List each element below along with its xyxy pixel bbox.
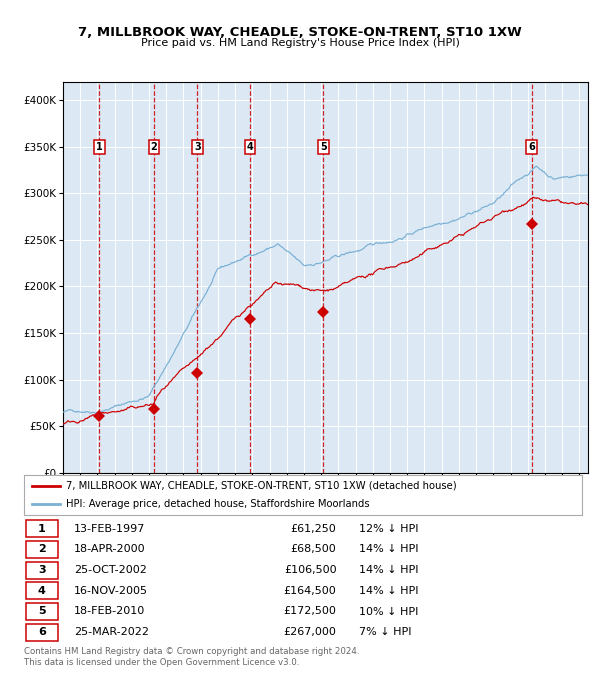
Text: £61,250: £61,250 [291, 524, 337, 534]
Text: 14% ↓ HPI: 14% ↓ HPI [359, 544, 418, 554]
Text: 12% ↓ HPI: 12% ↓ HPI [359, 524, 418, 534]
Text: 14% ↓ HPI: 14% ↓ HPI [359, 585, 418, 596]
Text: 10% ↓ HPI: 10% ↓ HPI [359, 607, 418, 617]
Text: 4: 4 [38, 585, 46, 596]
Text: 7% ↓ HPI: 7% ↓ HPI [359, 627, 412, 637]
Text: 1: 1 [38, 524, 46, 534]
Text: 6: 6 [38, 627, 46, 637]
Text: £106,500: £106,500 [284, 565, 337, 575]
FancyBboxPatch shape [26, 624, 58, 641]
FancyBboxPatch shape [26, 520, 58, 537]
Text: HPI: Average price, detached house, Staffordshire Moorlands: HPI: Average price, detached house, Staf… [66, 499, 370, 509]
Text: 18-APR-2000: 18-APR-2000 [74, 544, 146, 554]
Text: 7, MILLBROOK WAY, CHEADLE, STOKE-ON-TRENT, ST10 1XW: 7, MILLBROOK WAY, CHEADLE, STOKE-ON-TREN… [78, 26, 522, 39]
FancyBboxPatch shape [26, 562, 58, 579]
Text: 5: 5 [320, 141, 326, 152]
Text: 18-FEB-2010: 18-FEB-2010 [74, 607, 145, 617]
Text: £172,500: £172,500 [284, 607, 337, 617]
Text: 1: 1 [96, 141, 103, 152]
FancyBboxPatch shape [26, 603, 58, 620]
FancyBboxPatch shape [26, 541, 58, 558]
Text: 14% ↓ HPI: 14% ↓ HPI [359, 565, 418, 575]
Text: 5: 5 [38, 607, 46, 617]
Text: £267,000: £267,000 [284, 627, 337, 637]
Text: 2: 2 [151, 141, 157, 152]
Text: This data is licensed under the Open Government Licence v3.0.: This data is licensed under the Open Gov… [24, 658, 299, 666]
Text: 25-MAR-2022: 25-MAR-2022 [74, 627, 149, 637]
FancyBboxPatch shape [26, 582, 58, 599]
Text: £68,500: £68,500 [291, 544, 337, 554]
Text: 13-FEB-1997: 13-FEB-1997 [74, 524, 146, 534]
Text: 2: 2 [38, 544, 46, 554]
Text: 7, MILLBROOK WAY, CHEADLE, STOKE-ON-TRENT, ST10 1XW (detached house): 7, MILLBROOK WAY, CHEADLE, STOKE-ON-TREN… [66, 481, 457, 491]
Text: Contains HM Land Registry data © Crown copyright and database right 2024.: Contains HM Land Registry data © Crown c… [24, 647, 359, 656]
Text: 6: 6 [528, 141, 535, 152]
Text: 3: 3 [194, 141, 201, 152]
Text: 4: 4 [247, 141, 253, 152]
Text: 16-NOV-2005: 16-NOV-2005 [74, 585, 148, 596]
Text: 3: 3 [38, 565, 46, 575]
Text: Price paid vs. HM Land Registry's House Price Index (HPI): Price paid vs. HM Land Registry's House … [140, 38, 460, 48]
Text: 25-OCT-2002: 25-OCT-2002 [74, 565, 147, 575]
Text: £164,500: £164,500 [284, 585, 337, 596]
